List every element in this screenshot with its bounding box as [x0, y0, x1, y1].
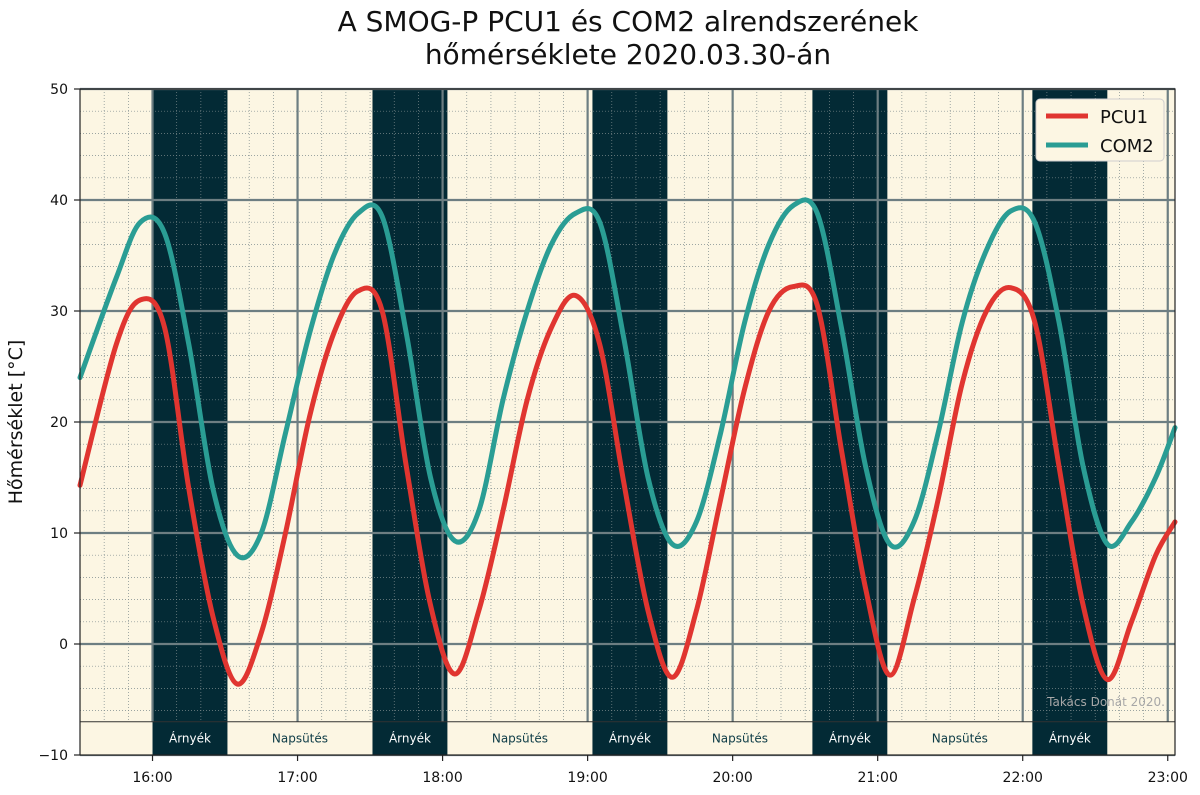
x-tick-label: 17:00 [277, 770, 317, 786]
legend: PCU1 COM2 [1035, 98, 1165, 162]
plot-area: Árnyék Napsütés Árnyék Napsütés Árnyék Napsüt… [38, 82, 1187, 786]
y-tick-label: 50 [50, 82, 68, 98]
x-tick-label: 19:00 [567, 770, 607, 786]
x-tick-label: 22:00 [1003, 770, 1043, 786]
series-line-com2 [77, 197, 1178, 561]
x-tick-label: 18:00 [422, 770, 462, 786]
x-tick-label: 20:00 [712, 770, 752, 786]
band-label-cell [152, 721, 228, 755]
band-label-cell [1107, 721, 1175, 755]
x-tick-label: 23:00 [1148, 770, 1188, 786]
band-label: Napsütés [492, 731, 548, 745]
chart-title: A SMOG-P PCU1 és COM2 alrendszerének [338, 5, 920, 38]
band-label-cell [372, 721, 448, 755]
legend-label-com2: COM2 [1100, 136, 1154, 157]
band-label: Árnyék [389, 730, 431, 745]
y-tick-label: 40 [50, 193, 68, 209]
chart-subtitle: hőmérséklete 2020.03.30-án [425, 38, 831, 71]
y-tick-label: −10 [38, 748, 68, 764]
series-line-pcu1 [77, 282, 1178, 687]
band-label-cell [227, 721, 373, 755]
band-label: Napsütés [932, 731, 988, 745]
legend-label-pcu1: PCU1 [1100, 107, 1148, 128]
band-label: Árnyék [169, 730, 211, 745]
y-tick-label: 30 [50, 304, 68, 320]
x-tick-label: 21:00 [858, 770, 898, 786]
band-label-cell [887, 721, 1033, 755]
band-label-cell [812, 721, 888, 755]
band-label-cell [592, 721, 668, 755]
watermark: Takács Donát 2020. [1046, 695, 1165, 709]
y-tick-label: 0 [59, 637, 68, 653]
x-tick-label: 16:00 [132, 770, 172, 786]
band-label-cell [1032, 721, 1108, 755]
y-tick-label: 10 [50, 526, 68, 542]
band-label: Árnyék [609, 730, 651, 745]
band-label-cell [667, 721, 813, 755]
band-label: Árnyék [1049, 730, 1091, 745]
y-tick-label: 20 [50, 415, 68, 431]
band-label: Árnyék [829, 730, 871, 745]
band-label-cell [447, 721, 593, 755]
band-label: Napsütés [272, 731, 328, 745]
band-label-cell [80, 721, 153, 755]
y-axis-label: Hőmérséklet [°C] [5, 340, 27, 505]
band-label: Napsütés [712, 731, 768, 745]
